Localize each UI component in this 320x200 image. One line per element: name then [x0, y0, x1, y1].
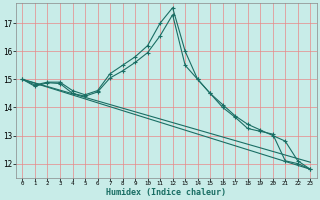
X-axis label: Humidex (Indice chaleur): Humidex (Indice chaleur) [106, 188, 226, 197]
